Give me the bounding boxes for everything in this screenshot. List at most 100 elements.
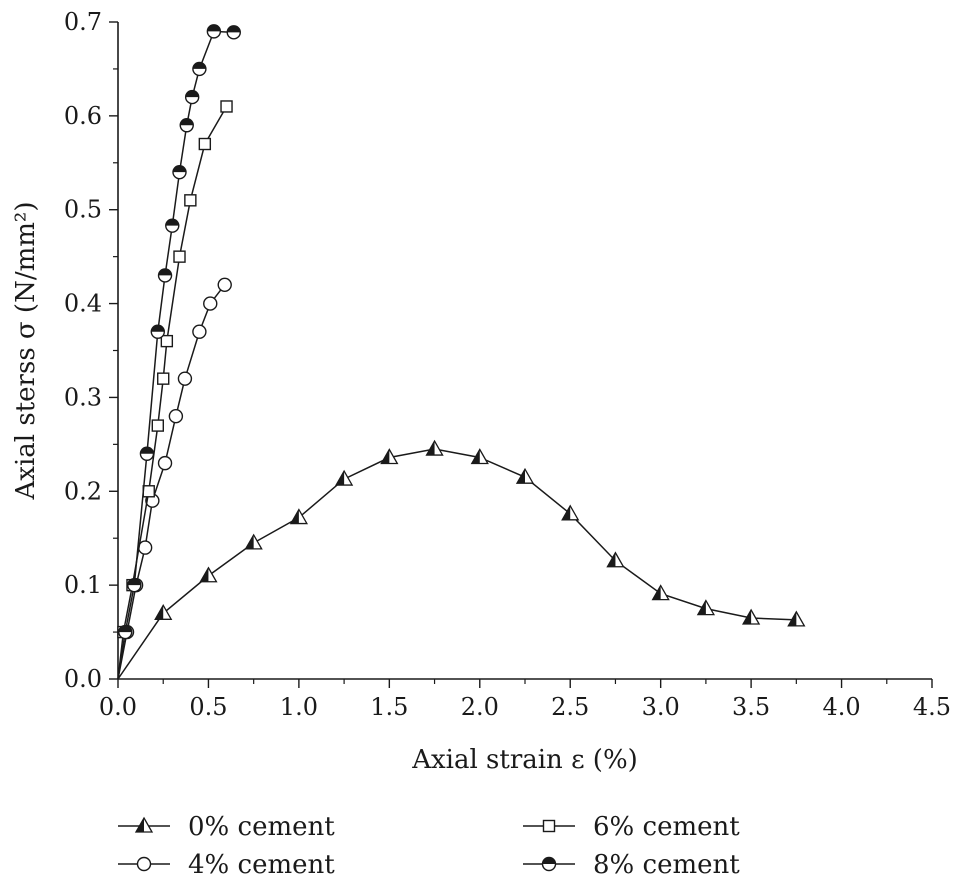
data-point xyxy=(172,164,187,180)
circle-marker xyxy=(203,296,218,311)
triangle-marker-fill xyxy=(155,605,164,620)
square-marker xyxy=(160,334,174,348)
triangle-marker-fill xyxy=(697,600,706,615)
data-point xyxy=(217,277,232,292)
data-point xyxy=(137,540,153,555)
half-circle-marker-fill xyxy=(158,268,172,276)
triangle-marker-fill xyxy=(788,611,797,626)
data-point xyxy=(542,819,556,833)
data-point xyxy=(334,469,354,486)
legend-label: 8% cement xyxy=(593,850,740,880)
circle-marker xyxy=(217,277,232,292)
data-point xyxy=(179,118,194,133)
y-tick-label: 0.3 xyxy=(64,383,102,411)
data-point xyxy=(425,439,444,456)
x-tick-label: 0.0 xyxy=(99,693,137,721)
triangle-marker-fill xyxy=(245,534,254,549)
data-point xyxy=(541,856,557,872)
half-circle-marker-fill xyxy=(542,857,556,864)
data-point xyxy=(168,409,184,424)
x-tick-label: 2.5 xyxy=(551,693,589,721)
square-marker xyxy=(142,485,155,498)
triangle-marker-fill xyxy=(426,441,435,456)
y-axis-title: Axial sterss σ (N/mm²) xyxy=(11,202,41,501)
half-circle-marker-fill xyxy=(151,325,165,332)
x-tick-label: 4.5 xyxy=(913,693,951,721)
square-marker xyxy=(184,194,197,207)
data-point xyxy=(696,599,716,616)
data-point xyxy=(157,455,173,471)
data-point xyxy=(127,577,142,593)
circle-marker xyxy=(168,409,184,424)
half-circle-marker-fill xyxy=(207,24,221,32)
x-tick-label: 1.0 xyxy=(280,693,318,721)
data-point xyxy=(787,610,806,627)
data-point xyxy=(142,485,155,498)
y-tick-label: 0.2 xyxy=(64,477,102,505)
circle-marker xyxy=(192,324,207,339)
triangle-marker-fill xyxy=(290,509,299,524)
circle-marker xyxy=(137,540,153,555)
data-point xyxy=(136,856,152,872)
x-tick-label: 1.5 xyxy=(370,693,408,721)
data-point xyxy=(515,467,535,484)
square-marker xyxy=(198,137,212,151)
data-point xyxy=(151,419,164,432)
x-axis-title: Axial strain ε (%) xyxy=(411,745,638,775)
triangle-marker-fill xyxy=(200,567,209,582)
x-tick-label: 2.0 xyxy=(461,693,499,721)
triangle-marker-fill xyxy=(562,505,571,520)
legend-item: 6% cement xyxy=(523,812,740,842)
data-point xyxy=(198,137,212,151)
legend-label: 6% cement xyxy=(593,812,740,842)
circle-marker xyxy=(177,371,193,386)
legend-label: 4% cement xyxy=(188,850,335,880)
square-marker xyxy=(157,372,170,385)
y-tick-label: 0.1 xyxy=(64,571,102,599)
data-point xyxy=(118,624,133,640)
data-point xyxy=(199,566,218,583)
x-tick-label: 3.0 xyxy=(642,693,680,721)
y-tick-label: 0.4 xyxy=(64,290,102,318)
series-3 xyxy=(117,24,241,680)
data-point xyxy=(470,448,489,465)
x-tick-label: 0.5 xyxy=(189,693,227,721)
data-point xyxy=(244,533,263,550)
legend-item: 8% cement xyxy=(523,850,740,880)
triangle-marker-fill xyxy=(471,449,480,464)
axes: 0.0 0.5 1.0 1.5 2.0 2.5 3.0 3.5 4.0 4.5 0.0 0.1 0.2 0… xyxy=(64,8,951,721)
square-marker xyxy=(173,250,186,263)
triangle-marker-fill xyxy=(136,818,144,832)
data-point xyxy=(134,816,154,833)
y-tick-label: 0.0 xyxy=(64,665,102,693)
half-circle-marker-fill xyxy=(173,165,187,173)
series-1 xyxy=(117,277,232,680)
legend: 0% cement 4% cement 6% cement 8% cement xyxy=(118,812,740,880)
legend-item: 4% cement xyxy=(118,850,335,880)
half-circle-marker-fill xyxy=(140,447,154,454)
data-point xyxy=(165,218,180,233)
triangle-marker-fill xyxy=(607,552,616,567)
legend-label: 0% cement xyxy=(188,812,335,842)
circle-marker xyxy=(157,455,173,471)
data-point xyxy=(157,268,173,283)
data-point xyxy=(380,448,399,465)
series-layer xyxy=(117,24,806,680)
triangle-marker-fill xyxy=(517,469,525,484)
data-point xyxy=(289,508,309,525)
data-point xyxy=(226,25,241,40)
triangle-marker-fill xyxy=(743,609,752,624)
data-point xyxy=(741,608,761,625)
triangle-marker-fill xyxy=(652,585,661,600)
half-circle-marker-fill xyxy=(185,90,199,98)
y-tick-label: 0.6 xyxy=(64,102,102,130)
square-marker xyxy=(220,100,233,113)
x-tick-label: 4.0 xyxy=(822,693,860,721)
data-point xyxy=(173,250,186,263)
data-point xyxy=(561,504,580,521)
half-circle-marker-fill xyxy=(118,625,132,633)
half-circle-marker-fill xyxy=(227,25,241,33)
triangle-marker-fill xyxy=(381,449,390,464)
data-point xyxy=(192,324,207,339)
